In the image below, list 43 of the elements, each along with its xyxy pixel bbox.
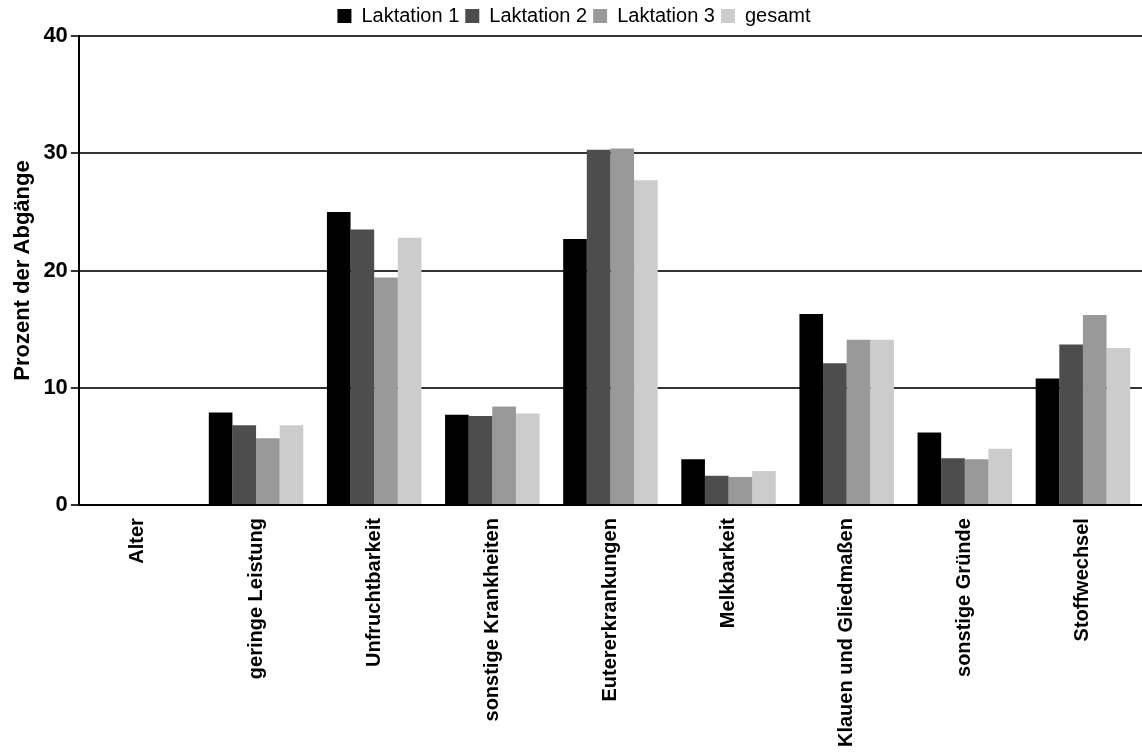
x-tick-label: Stoffwechsel (1070, 518, 1093, 642)
x-tick-label: Alter (125, 517, 148, 564)
y-tick-label: 10 (43, 373, 68, 399)
bar (1059, 344, 1083, 505)
legend-label: Laktation 3 (617, 3, 715, 26)
x-tick-label: geringe Leistung (243, 518, 266, 680)
bar (1106, 347, 1131, 505)
legend-label: Laktation 2 (489, 3, 588, 26)
bar (468, 415, 493, 505)
y-tick-label: 40 (43, 22, 68, 48)
bar (846, 339, 871, 505)
bar (964, 459, 989, 505)
bar (704, 475, 729, 505)
x-tick-label: sonstige Gründe (952, 518, 975, 677)
bar (941, 458, 965, 505)
x-tick-label: sonstige Krankheiten (479, 518, 502, 722)
bar (610, 148, 635, 505)
bar (870, 339, 894, 505)
bar (752, 471, 776, 505)
legend-label: Laktation 1 (361, 3, 460, 26)
bar (634, 180, 658, 505)
x-tick-label: Unfruchtbarkeit (361, 517, 384, 667)
bar (988, 448, 1013, 505)
bar (515, 413, 540, 505)
bar (279, 425, 304, 505)
y-tick-label: 20 (43, 256, 68, 282)
bar (586, 149, 611, 505)
bar (823, 363, 847, 505)
bar (1082, 315, 1107, 505)
legend-label: gesamt (744, 3, 812, 26)
y-tick-label: 30 (43, 139, 68, 165)
bar (492, 406, 516, 505)
x-tick-label: Klauen und Gliedmaßen (834, 518, 857, 748)
y-axis-title: Prozent der Abgänge (9, 160, 35, 381)
bar (374, 277, 398, 505)
bar (728, 476, 753, 505)
y-tick-label: 0 (55, 491, 68, 517)
x-tick-label: Melkbarkeit (716, 517, 739, 629)
bar (256, 438, 280, 505)
bar (232, 425, 257, 505)
bar (350, 229, 375, 505)
bar (397, 237, 422, 505)
x-tick-label: Eutererkrankungen (597, 518, 620, 702)
